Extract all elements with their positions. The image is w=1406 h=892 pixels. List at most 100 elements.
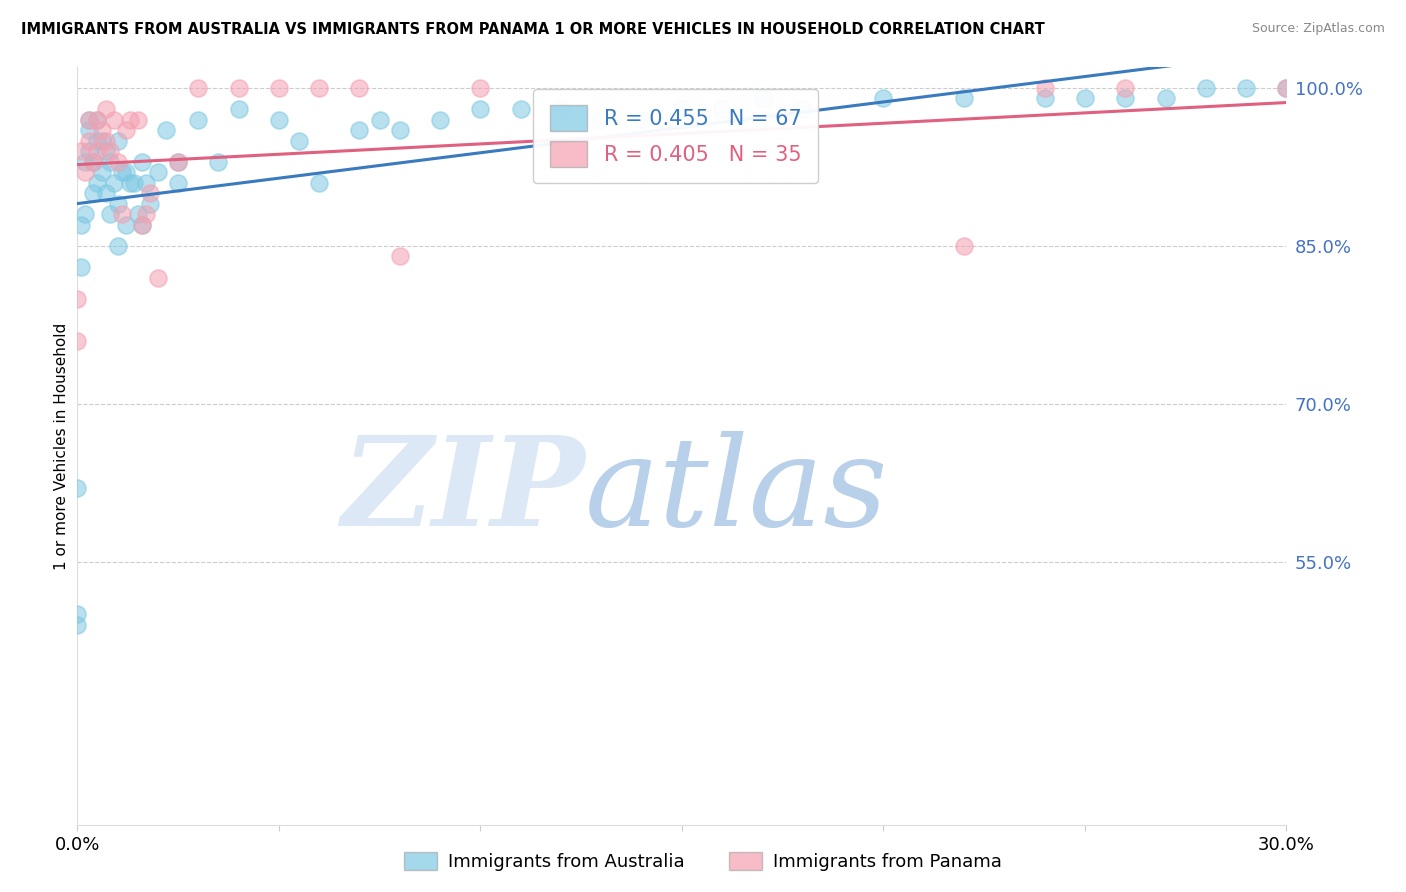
Point [388,250,411,264]
Point [1234,81,1257,95]
Point [107,196,129,211]
Point [470,102,492,116]
Legend: Immigrants from Australia, Immigrants from Panama: Immigrants from Australia, Immigrants fr… [396,845,1010,879]
Point [228,102,250,116]
Point [131,218,153,232]
Point [187,81,209,95]
Point [66,618,89,632]
Point [139,186,162,201]
Point [1074,91,1097,105]
Point [1195,81,1218,95]
Point [103,112,125,127]
Point [146,270,169,285]
Point [94,134,117,148]
Point [103,176,125,190]
Point [308,176,330,190]
Point [75,154,97,169]
Point [207,154,229,169]
Point [70,260,93,274]
Text: atlas: atlas [585,431,889,552]
Point [66,292,89,306]
Point [82,154,104,169]
Point [114,123,136,137]
Point [146,165,169,179]
Point [953,239,976,253]
Point [388,123,411,137]
Point [167,176,190,190]
Point [509,102,531,116]
Point [107,154,129,169]
Point [155,123,177,137]
Point [70,218,93,232]
Point [75,165,97,179]
Point [79,123,101,137]
Point [79,112,101,127]
Point [630,112,652,127]
Point [66,607,89,622]
Point [135,176,157,190]
Point [127,112,149,127]
Point [167,154,190,169]
Point [751,91,773,105]
Point [98,144,121,158]
Point [228,81,250,95]
Point [122,176,145,190]
Point [308,81,330,95]
Point [66,481,89,495]
Text: IMMIGRANTS FROM AUSTRALIA VS IMMIGRANTS FROM PANAMA 1 OR MORE VEHICLES IN HOUSEH: IMMIGRANTS FROM AUSTRALIA VS IMMIGRANTS … [21,22,1045,37]
Point [139,196,162,211]
Point [550,102,572,116]
Point [114,165,136,179]
Point [86,176,108,190]
Point [429,112,451,127]
Point [1275,81,1298,95]
Point [94,186,117,201]
Point [1154,91,1177,105]
Point [79,134,101,148]
Point [107,239,129,253]
Point [288,134,311,148]
Legend: R = 0.455   N = 67, R = 0.405   N = 35: R = 0.455 N = 67, R = 0.405 N = 35 [533,88,818,183]
Point [591,112,613,127]
Point [470,81,492,95]
Point [70,144,93,158]
Point [187,112,209,127]
Point [98,154,121,169]
Point [872,91,894,105]
Point [114,218,136,232]
Text: Source: ZipAtlas.com: Source: ZipAtlas.com [1251,22,1385,36]
Y-axis label: 1 or more Vehicles in Household: 1 or more Vehicles in Household [53,322,69,570]
Point [1275,81,1298,95]
Point [131,218,153,232]
Point [131,154,153,169]
Point [1114,91,1136,105]
Point [86,112,108,127]
Point [711,102,734,116]
Point [267,112,290,127]
Point [1114,81,1136,95]
Point [90,165,112,179]
Point [86,134,108,148]
Text: ZIP: ZIP [342,431,585,552]
Point [135,207,157,221]
Point [368,112,391,127]
Point [90,134,112,148]
Point [118,112,141,127]
Point [79,112,101,127]
Point [792,102,814,116]
Point [79,144,101,158]
Point [98,207,121,221]
Point [953,91,976,105]
Point [94,102,117,116]
Point [94,144,117,158]
Point [90,123,112,137]
Point [86,144,108,158]
Point [267,81,290,95]
Point [118,176,141,190]
Point [82,154,104,169]
Point [167,154,190,169]
Point [1033,91,1056,105]
Point [86,112,108,127]
Point [1033,81,1056,95]
Point [82,186,104,201]
